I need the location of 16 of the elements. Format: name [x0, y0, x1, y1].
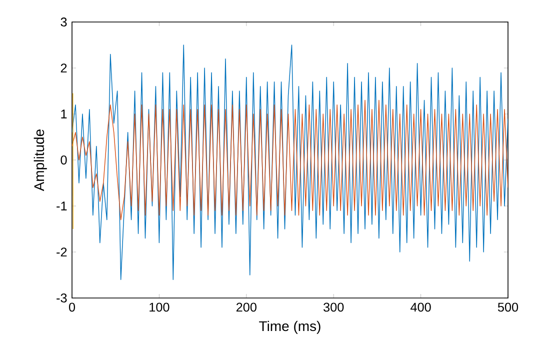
x-tick-label: 400 — [410, 302, 431, 312]
y-tick-label: -1 — [56, 202, 67, 210]
x-tick-label: 100 — [150, 302, 170, 312]
y-tick-label: 1 — [61, 110, 67, 118]
x-axis-title: Time (ms) — [259, 320, 320, 334]
y-tick-label: -2 — [56, 248, 67, 256]
line-series — [72, 100, 508, 220]
x-tick-label: 0 — [68, 302, 76, 312]
y-tick-label: -3 — [56, 294, 67, 302]
y-axis-title: Amplitude — [34, 130, 47, 192]
x-tick-label: 200 — [236, 302, 256, 312]
y-tick-label: 0 — [60, 156, 67, 164]
x-tick-label: 300 — [324, 302, 344, 312]
y-tick-label: 3 — [60, 18, 67, 26]
y-tick-label: 2 — [60, 64, 67, 72]
x-tick-label: 500 — [498, 302, 518, 312]
